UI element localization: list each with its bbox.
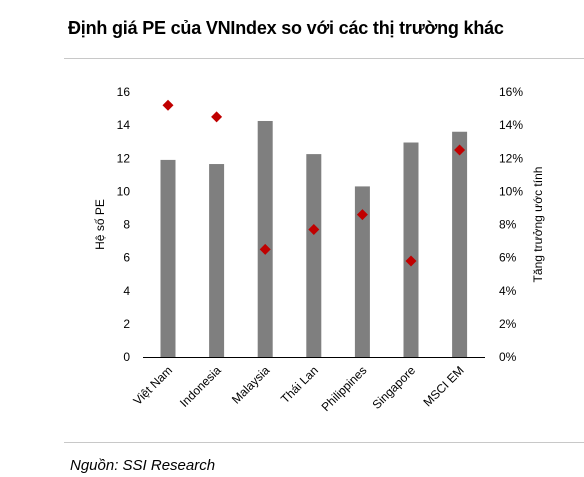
growth-marker-1 [211, 111, 223, 123]
bar-1 [209, 164, 225, 357]
growth-marker-0 [162, 99, 174, 111]
category-label-3: Thái Lan [278, 363, 321, 406]
pe-bar-series [160, 120, 468, 357]
top-divider [64, 58, 584, 59]
left-tick-label-2: 4 [123, 284, 130, 298]
category-label-6: MSCI EM [421, 363, 467, 409]
bar-6 [452, 131, 468, 357]
category-label-2: Malaysia [229, 363, 273, 407]
category-labels: Việt Nam Indonesia Malaysia Thái LanPhilipp… [130, 363, 466, 414]
source-note: Nguồn: SSI Research [70, 457, 216, 474]
right-tick-label-3: 6% [499, 251, 517, 265]
bar-3 [306, 154, 322, 357]
category-label-1: Indonesia [177, 363, 224, 410]
right-tick-label-8: 16% [499, 85, 523, 99]
right-tick-label-5: 10% [499, 184, 523, 198]
category-label-5: Singapore [370, 363, 419, 412]
category-label-4: Philippines [319, 363, 370, 414]
right-tick-label-4: 8% [499, 218, 517, 232]
left-tick-label-7: 14 [117, 118, 131, 132]
bar-2 [257, 120, 273, 357]
left-tick-label-1: 2 [123, 317, 130, 331]
bottom-divider [64, 442, 584, 443]
left-tick-label-0: 0 [123, 350, 130, 364]
y-axis-label: Hệ số PE [93, 199, 107, 250]
left-axis-ticks: 0 2 4 6 8 10 12 14 16 [117, 85, 131, 364]
y2-axis-label: Tăng trưởng ước tính [531, 167, 545, 283]
chart-title: Định giá PE của VNIndex so với các thị t… [68, 18, 504, 38]
right-axis-ticks: 0% 2% 4% 6% 8% 10% 12% 14% 16% [499, 85, 523, 364]
growth-marker-3 [308, 223, 320, 235]
right-tick-label-1: 2% [499, 317, 517, 331]
growth-marker-5 [405, 255, 417, 267]
left-tick-label-3: 6 [123, 251, 130, 265]
right-tick-label-0: 0% [499, 350, 517, 364]
left-tick-label-5: 10 [117, 184, 131, 198]
category-label-0: Việt Nam [130, 363, 175, 408]
left-tick-label-4: 8 [123, 218, 130, 232]
bar-5 [403, 142, 419, 357]
left-tick-label-6: 12 [117, 151, 131, 165]
bar-4 [354, 186, 370, 357]
growth-marker-series [162, 99, 466, 267]
right-tick-label-7: 14% [499, 118, 523, 132]
left-tick-label-8: 16 [117, 85, 131, 99]
right-tick-label-6: 12% [499, 151, 523, 165]
right-tick-label-2: 4% [499, 284, 517, 298]
growth-marker-4 [356, 209, 368, 221]
growth-marker-2 [259, 243, 271, 255]
growth-marker-6 [454, 144, 466, 156]
bar-0 [160, 159, 176, 357]
